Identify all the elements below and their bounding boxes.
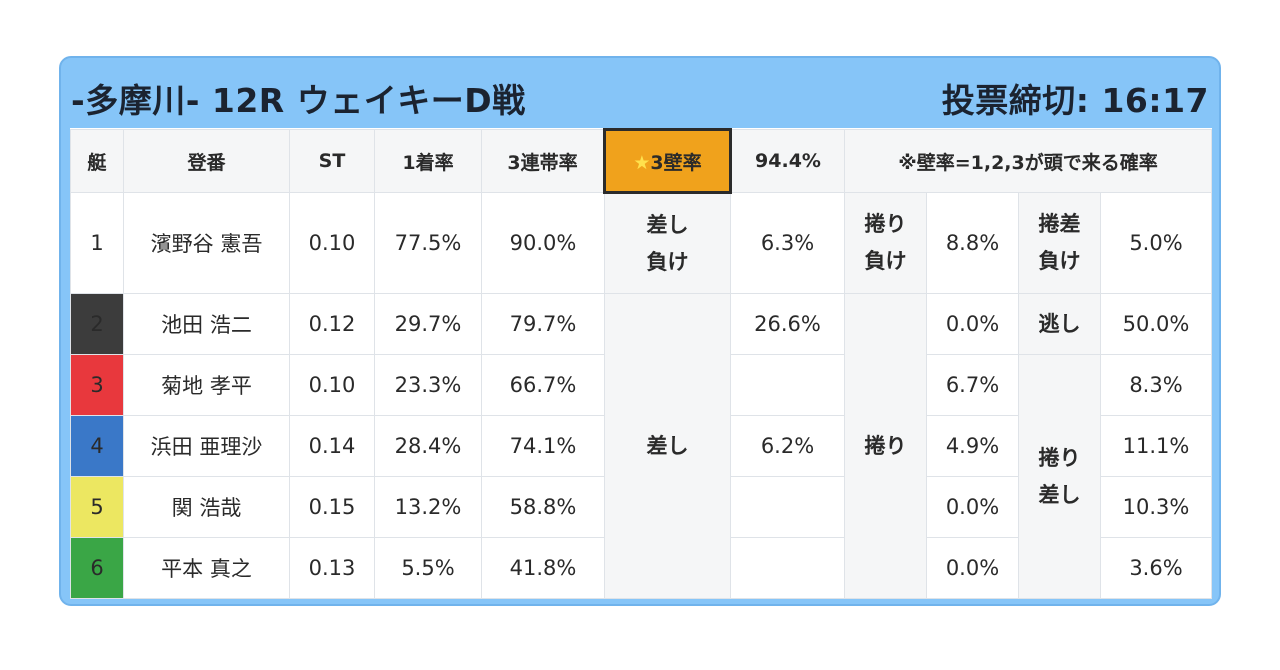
racer-name: 平本 真之	[123, 537, 290, 599]
pattern-sashi-value: 6.2%	[730, 415, 845, 477]
pattern-sashi-value: 26.6%	[730, 293, 845, 355]
pattern-makuri-make-value: 8.8%	[926, 192, 1019, 294]
pattern-makuri-label: 捲り	[844, 293, 927, 599]
racer-name: 浜田 亜理沙	[123, 415, 290, 477]
boat-number: 6	[70, 537, 124, 599]
pattern-makuri-value: 6.7%	[926, 354, 1019, 416]
wall-rate-button[interactable]: ★3壁率	[603, 128, 732, 194]
st-value: 0.13	[289, 537, 375, 599]
pattern-makuri-make-label: 捲り 負け	[844, 192, 927, 294]
col-reg-header: 登番	[123, 129, 290, 193]
table-row: 2 池田 浩二 0.12 29.7% 79.7% 差し 26.6% 捲り 0.0…	[70, 293, 1212, 599]
top3-rate-value: 66.7%	[481, 354, 605, 416]
race-panel: -多摩川- 12R ウェイキーD戦 投票締切: 16:17 艇 登番 ST 1着…	[59, 56, 1221, 606]
voting-deadline: 投票締切: 16:17	[941, 81, 1209, 120]
pattern-label-line2: 差し	[1038, 482, 1081, 507]
boat-number: 5	[70, 476, 124, 538]
pattern-makuri-value: 0.0%	[926, 293, 1019, 355]
pattern-label-line1: 捲り	[864, 212, 907, 236]
table-row: 1 濱野谷 憲吾 0.10 77.5% 90.0% 差し負け 6.3% 捲り負け…	[70, 192, 1212, 294]
pattern-makuri-value: 0.0%	[926, 476, 1019, 538]
pattern-makurizashi-make-value: 5.0%	[1100, 192, 1212, 294]
pattern-label-line2: 負け	[864, 249, 907, 273]
pattern-makurizashi-value: 8.3%	[1100, 354, 1212, 416]
boat-number: 2	[70, 293, 124, 355]
pattern-label-line1: 捲差	[1038, 212, 1081, 236]
racer-name: 濱野谷 憲吾	[123, 192, 290, 294]
pattern-label-line2: 負け	[646, 249, 689, 274]
first-rate-value: 5.5%	[374, 537, 482, 599]
st-value: 0.12	[289, 293, 375, 355]
pattern-makurizashi-value: 10.3%	[1100, 476, 1212, 538]
racer-name: 池田 浩二	[123, 293, 290, 355]
racer-name: 菊地 孝平	[123, 354, 290, 416]
wall-rate-note: ※壁率=1,2,3が頭で来る確率	[844, 129, 1212, 193]
pattern-sashi-make-label: 差し 負け	[604, 192, 731, 294]
col-st-header: ST	[289, 129, 375, 193]
star-icon: ★	[633, 151, 651, 174]
col-first-rate-header: 1着率	[374, 129, 482, 193]
st-value: 0.10	[289, 354, 375, 416]
top3-rate-value: 79.7%	[481, 293, 605, 355]
race-stats-table: 艇 登番 ST 1着率 3連帯率 ★3壁率 94.4% ※壁率=1,2,3が頭で…	[70, 128, 1212, 599]
pattern-sashi-label: 差し	[604, 293, 731, 599]
boat-number: 4	[70, 415, 124, 477]
top3-rate-value: 41.8%	[481, 537, 605, 599]
first-rate-value: 23.3%	[374, 354, 482, 416]
pattern-nige-value: 50.0%	[1100, 293, 1212, 355]
first-rate-value: 77.5%	[374, 192, 482, 294]
boat-number: 3	[70, 354, 124, 416]
boat-number: 1	[70, 192, 124, 294]
top3-rate-value: 58.8%	[481, 476, 605, 538]
race-title: -多摩川- 12R ウェイキーD戦	[71, 81, 526, 120]
st-value: 0.15	[289, 476, 375, 538]
pattern-makuri-value: 4.9%	[926, 415, 1019, 477]
header-row: 艇 登番 ST 1着率 3連帯率 ★3壁率 94.4% ※壁率=1,2,3が頭で…	[70, 128, 1212, 194]
first-rate-value: 13.2%	[374, 476, 482, 538]
panel-header: -多摩川- 12R ウェイキーD戦 投票締切: 16:17	[61, 58, 1219, 128]
col-top3-rate-header: 3連帯率	[481, 129, 605, 193]
pattern-makurizashi-label: 捲り 差し	[1018, 354, 1101, 599]
table-row: 3 菊地 孝平 0.10 23.3% 66.7% 6.7% 捲り差し 8.3%	[70, 354, 1212, 599]
top3-rate-value: 74.1%	[481, 415, 605, 477]
col-boat-header: 艇	[70, 129, 124, 193]
pattern-nige-label: 逃し	[1018, 293, 1101, 355]
pattern-sashi-make-value: 6.3%	[730, 192, 845, 294]
pattern-makurizashi-make-label: 捲差 負け	[1018, 192, 1101, 294]
pattern-sashi-value	[730, 354, 845, 416]
pattern-label-line2: 負け	[1038, 249, 1081, 273]
pattern-sashi-value	[730, 537, 845, 599]
pattern-label-line1: 差し	[646, 212, 689, 237]
pattern-sashi-value	[730, 476, 845, 538]
pattern-makurizashi-value: 11.1%	[1100, 415, 1212, 477]
pattern-makuri-value: 0.0%	[926, 537, 1019, 599]
wall-rate-value: 94.4%	[730, 129, 845, 193]
pattern-makurizashi-value: 3.6%	[1100, 537, 1212, 599]
first-rate-value: 28.4%	[374, 415, 482, 477]
st-value: 0.14	[289, 415, 375, 477]
pattern-label-line1: 捲り	[1038, 445, 1081, 470]
first-rate-value: 29.7%	[374, 293, 482, 355]
wall-rate-label: 3壁率	[650, 151, 702, 174]
racer-name: 関 浩哉	[123, 476, 290, 538]
top3-rate-value: 90.0%	[481, 192, 605, 294]
st-value: 0.10	[289, 192, 375, 294]
table-row: 6 平本 真之 0.13 5.5% 41.8% 0.0% 3.6%	[70, 537, 1212, 599]
